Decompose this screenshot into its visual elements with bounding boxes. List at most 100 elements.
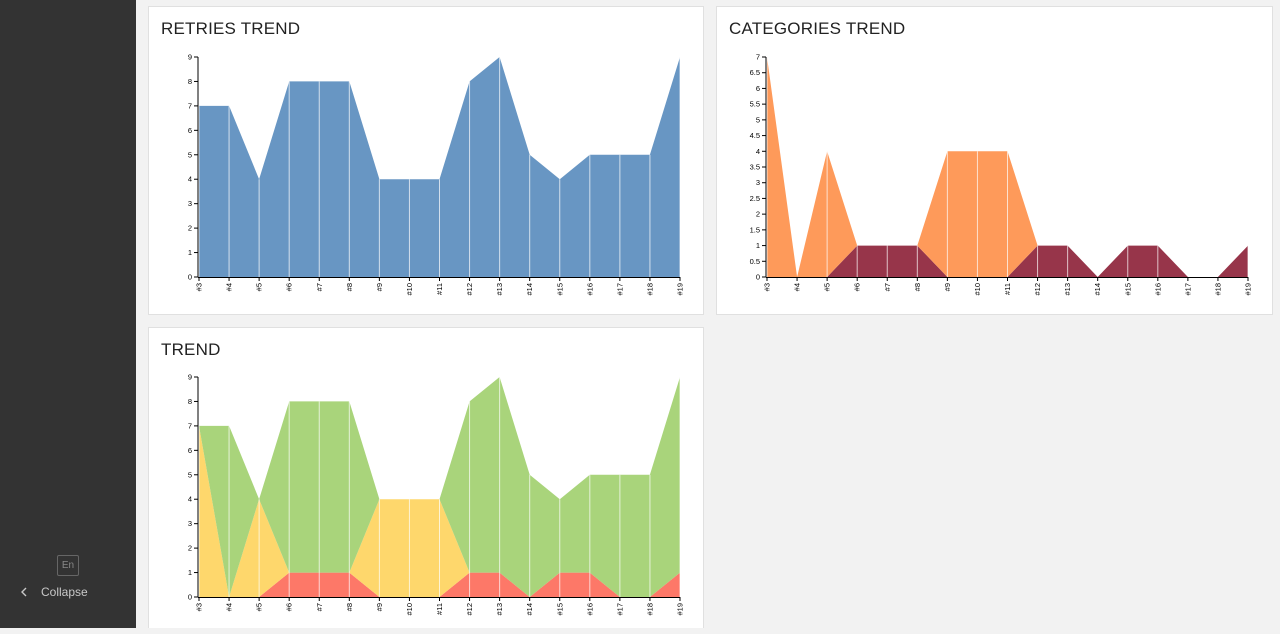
x-tick-label: #15 (555, 603, 564, 616)
x-tick-label: #11 (435, 603, 444, 615)
x-tick-label: #9 (943, 283, 952, 291)
x-tick-label: #17 (1183, 283, 1192, 296)
x-tick-label: #11 (1003, 283, 1012, 295)
y-tick-label: 2 (188, 544, 192, 553)
y-tick-label: 7 (188, 101, 192, 110)
x-tick-label: #17 (615, 283, 624, 296)
x-tick-label: #18 (645, 283, 654, 296)
y-tick-label: 4 (188, 175, 192, 184)
plot-area (766, 57, 1249, 277)
x-tick-label: #14 (525, 603, 534, 616)
x-tick-label: #10 (973, 283, 982, 296)
x-tick-label: #8 (345, 603, 354, 611)
language-switch[interactable]: En (57, 555, 79, 576)
x-tick-label: #13 (495, 603, 504, 616)
y-tick-label: 3 (756, 178, 760, 187)
x-tick-label: #12 (1033, 283, 1042, 296)
x-tick-label: #6 (285, 603, 294, 611)
x-tick-label: #5 (255, 283, 264, 291)
trend-card: TREND 0 1 2 3 4 5 6 7 8 9 #3 #4 #5 #6 #7 #8 #9 #10 #11 #12 #… (148, 327, 704, 628)
trend-chart: 0 1 2 3 4 5 6 7 8 9 #3 #4 #5 #6 #7 #8 #9 #10 #11 #12 #13 #14 #… (188, 373, 685, 616)
x-tick-label: #4 (225, 283, 234, 291)
y-tick-label: 0 (188, 593, 192, 602)
x-tick-label: #3 (195, 603, 204, 611)
y-tick-label: 7 (756, 53, 760, 62)
y-tick-label: 6.5 (750, 68, 760, 77)
y-tick-label: 4.5 (750, 131, 760, 140)
x-tick-label: #16 (585, 603, 594, 616)
x-tick-label: #6 (285, 283, 294, 291)
y-tick-label: 2 (188, 224, 192, 233)
y-tick-label: 6 (188, 126, 192, 135)
y-tick-label: 5 (188, 150, 192, 159)
x-tick-label: #18 (645, 603, 654, 616)
x-tick-label: #7 (883, 283, 892, 291)
main-content: RETRIES TREND 0 1 2 3 4 5 6 7 8 9 #3 #4 #5 #6 #7 #8 #9 #1… (136, 0, 1280, 628)
x-tick-label: #5 (255, 603, 264, 611)
x-tick-label: #6 (853, 283, 862, 291)
sidebar: En Collapse (0, 0, 136, 628)
y-tick-label: 0 (756, 273, 760, 282)
categories-trend-chart: 0 0.5 1 1.5 2 2.5 3 3.5 4 4.5 5 5.5 6 6.5 7 #3 #4 #5 #6 #7 #… (750, 53, 1253, 296)
y-tick-label: 4 (188, 495, 192, 504)
y-tick-label: 7 (188, 421, 192, 430)
x-tick-label: #13 (1063, 283, 1072, 296)
plot-area (198, 57, 681, 277)
x-tick-label: #5 (823, 283, 832, 291)
x-tick-label: #17 (615, 603, 624, 616)
x-tick-label: #4 (225, 603, 234, 611)
y-tick-label: 8 (188, 77, 192, 86)
x-tick-label: #4 (793, 283, 802, 291)
retries-trend-chart: 0 1 2 3 4 5 6 7 8 9 #3 #4 #5 #6 #7 #8 #9 #10 #11 #12 #13 #14 #… (188, 53, 685, 296)
x-tick-label: #9 (375, 603, 384, 611)
retries-trend-card: RETRIES TREND 0 1 2 3 4 5 6 7 8 9 #3 #4 #5 #6 #7 #8 #9 #1… (148, 6, 704, 315)
y-tick-label: 1.5 (750, 225, 760, 234)
x-tick-label: #13 (495, 283, 504, 296)
y-tick-label: 3 (188, 199, 192, 208)
x-tick-label: #8 (345, 283, 354, 291)
y-tick-label: 0 (188, 273, 192, 282)
y-tick-label: 8 (188, 397, 192, 406)
x-tick-label: #19 (676, 283, 685, 296)
y-tick-label: 9 (188, 373, 192, 382)
y-tick-label: 9 (188, 53, 192, 62)
y-tick-label: 3.5 (750, 163, 760, 172)
x-tick-label: #16 (1153, 283, 1162, 296)
x-tick-label: #18 (1213, 283, 1222, 296)
x-tick-label: #15 (555, 283, 564, 296)
x-tick-label: #14 (1093, 283, 1102, 296)
x-tick-label: #7 (315, 283, 324, 291)
x-tick-label: #15 (1123, 283, 1132, 296)
y-tick-label: 6 (756, 84, 760, 93)
x-tick-label: #3 (195, 283, 204, 291)
x-tick-label: #10 (405, 283, 414, 296)
x-tick-label: #16 (585, 283, 594, 296)
x-tick-label: #19 (676, 603, 685, 616)
collapse-button[interactable]: Collapse (17, 585, 88, 599)
plot-area (198, 377, 681, 597)
x-tick-label: #7 (315, 603, 324, 611)
x-tick-label: #12 (465, 283, 474, 296)
card-title: CATEGORIES TREND (729, 19, 906, 38)
y-tick-label: 5.5 (750, 100, 760, 109)
y-tick-label: 1 (188, 568, 192, 577)
collapse-label: Collapse (41, 585, 88, 599)
x-tick-label: #12 (465, 603, 474, 616)
chevron-left-icon (21, 587, 27, 597)
x-tick-label: #11 (435, 283, 444, 295)
y-tick-label: 2.5 (750, 194, 760, 203)
y-tick-label: 6 (188, 446, 192, 455)
y-tick-label: 2 (756, 210, 760, 219)
card-title: TREND (161, 340, 221, 359)
y-tick-label: 5 (756, 115, 760, 124)
x-tick-label: #14 (525, 283, 534, 296)
x-tick-label: #10 (405, 603, 414, 616)
y-tick-label: 1 (756, 241, 760, 250)
y-tick-label: 1 (188, 248, 192, 257)
card-title: RETRIES TREND (161, 19, 301, 38)
x-tick-label: #8 (913, 283, 922, 291)
x-tick-label: #9 (375, 283, 384, 291)
x-tick-label: #3 (763, 283, 772, 291)
y-tick-label: 5 (188, 470, 192, 479)
x-tick-label: #19 (1244, 283, 1253, 296)
